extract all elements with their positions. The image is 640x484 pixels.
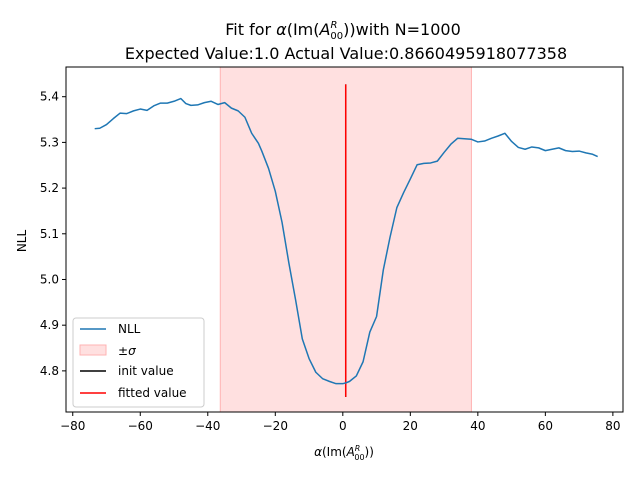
x-tick-label: −20	[263, 419, 288, 433]
chart-title-line-2: Expected Value:1.0 Actual Value:0.866049…	[125, 44, 567, 63]
y-tick-label: 5.1	[40, 227, 59, 241]
y-tick-label: 5.0	[40, 272, 59, 286]
x-axis-ticks: −80 −60 −40 −20 0 20 40 60 80	[60, 412, 621, 433]
x-tick-label: −60	[128, 419, 153, 433]
title-amplitude: A	[319, 20, 331, 39]
legend-sigma-label: ±σ	[118, 344, 136, 358]
y-tick-label: 5.3	[40, 135, 59, 149]
xlabel-amplitude: A	[346, 445, 355, 459]
legend-sigma-greek: σ	[128, 344, 136, 358]
chart-title: Fit for α(Im(AR 00))with N=1000 Expected …	[125, 20, 567, 63]
x-tick-label: 60	[538, 419, 553, 433]
y-tick-label: 4.8	[40, 364, 59, 378]
title-alpha: α	[276, 20, 287, 39]
y-axis-label: NLL	[15, 230, 29, 253]
xlabel-suffix: ))	[365, 445, 374, 459]
legend: NLL ±σ init value fitted value	[72, 317, 205, 408]
legend-frame	[72, 317, 205, 408]
xlabel-mid: (Im(	[322, 445, 347, 459]
title-mid: (Im(	[287, 20, 320, 39]
xlabel-superscript: R	[355, 444, 361, 453]
title-subscript: 00	[330, 31, 343, 42]
title-suffix: ))with N=1000	[343, 20, 461, 39]
y-tick-label: 4.9	[40, 318, 59, 332]
y-tick-label: 5.2	[40, 181, 59, 195]
title-prefix: Fit for	[225, 20, 276, 39]
y-axis-ticks: 4.8 4.9 5.0 5.1 5.2 5.3 5.4	[40, 90, 66, 378]
legend-nll-label: NLL	[118, 322, 141, 336]
x-tick-label: 40	[470, 419, 485, 433]
x-tick-label: 20	[403, 419, 418, 433]
chart-title-line-1: Fit for α(Im(AR 00))with N=1000	[225, 20, 461, 42]
x-tick-label: −40	[195, 419, 220, 433]
legend-init-label: init value	[118, 364, 174, 378]
x-axis-label: α(Im(AR 00))	[314, 444, 374, 462]
nll-series-line	[94, 97, 598, 385]
axes-frame	[65, 66, 624, 413]
title-superscript: R	[330, 20, 337, 31]
y-tick-label: 5.4	[40, 90, 59, 104]
xlabel-subscript: 00	[354, 453, 364, 462]
legend-sigma-pm: ±	[118, 344, 128, 358]
xlabel-alpha: α	[314, 445, 322, 459]
x-tick-label: −80	[60, 419, 85, 433]
legend-sigma-swatch	[79, 344, 107, 356]
legend-fitted-label: fitted value	[118, 386, 187, 400]
plot-area	[65, 66, 624, 413]
x-tick-label: 0	[339, 419, 347, 433]
x-tick-label: 80	[605, 419, 620, 433]
